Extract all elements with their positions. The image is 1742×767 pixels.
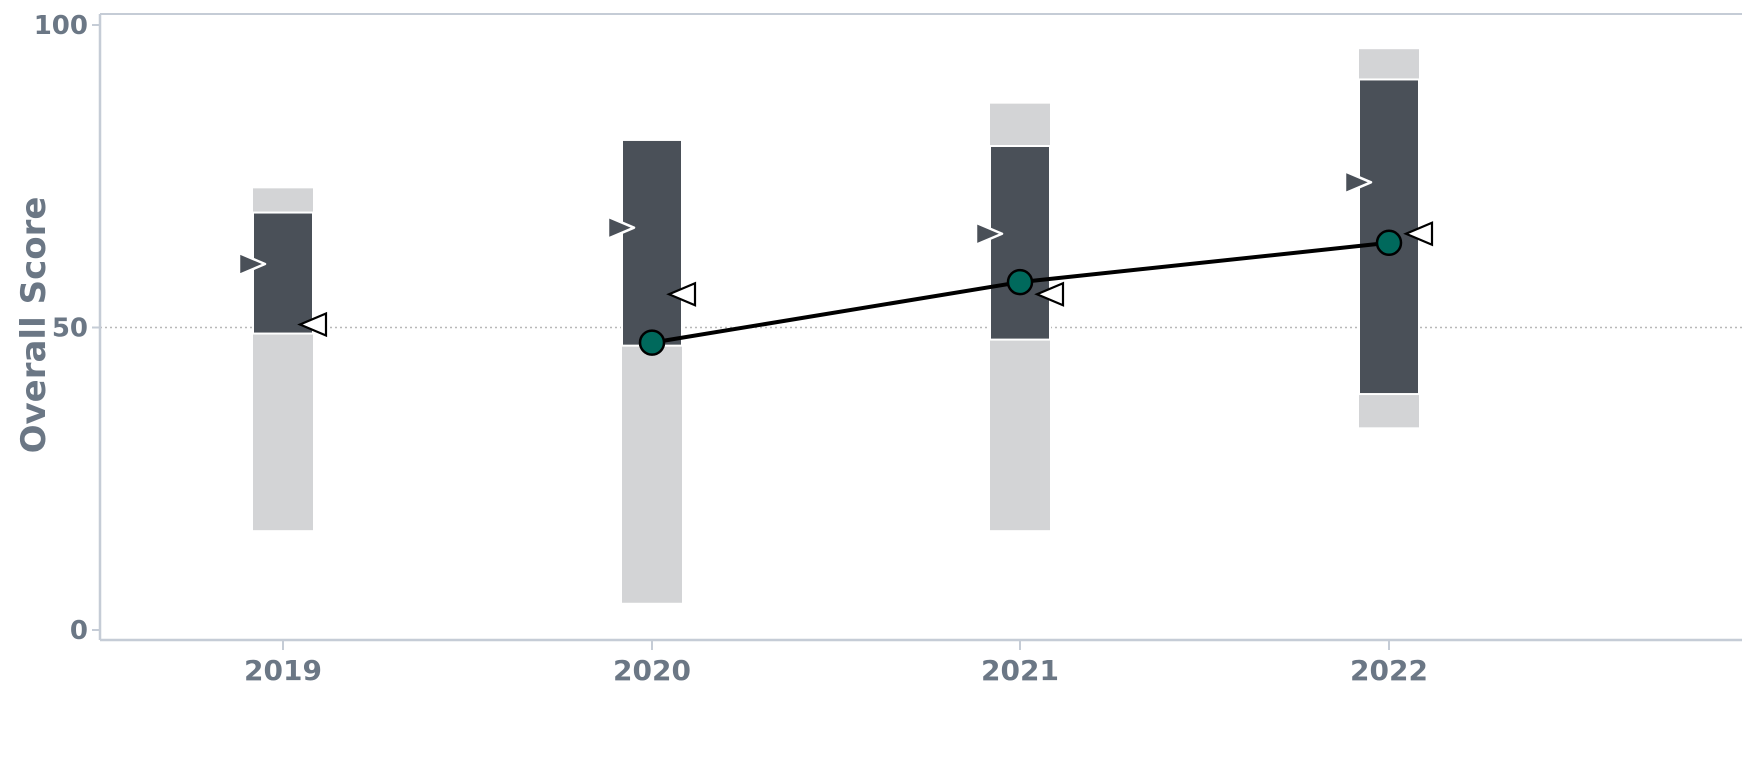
y-tick-label-100: 100 — [34, 11, 88, 41]
y-axis-title: Overall Score — [14, 197, 54, 454]
triangle-marker-layer — [237, 170, 1434, 338]
left-triangle-marker-2019 — [237, 251, 267, 277]
inner-range-bar-2019 — [252, 211, 314, 335]
left-triangle-marker-2022 — [1343, 170, 1373, 195]
right-triangle-marker-2022 — [1403, 221, 1434, 247]
trend-point-2022 — [1375, 229, 1403, 257]
x-tick-label-2021: 2021 — [981, 654, 1059, 687]
inner-range-bar-2020 — [621, 138, 683, 347]
x-tick-label-2019: 2019 — [244, 654, 322, 687]
axis-layer: 0 50 100 2019 2020 2021 2022 — [34, 11, 1742, 687]
inner-range-bar-2021 — [989, 145, 1051, 341]
right-triangle-marker-2020 — [666, 281, 697, 307]
range-band-layer — [252, 49, 1420, 603]
trend-point-2020 — [638, 329, 666, 356]
trend-point-2021 — [1006, 268, 1034, 296]
y-tick-label-0: 0 — [70, 616, 88, 646]
x-tick-label-2020: 2020 — [613, 654, 691, 687]
x-tick-label-2022: 2022 — [1350, 654, 1428, 687]
trend-point-layer — [638, 229, 1403, 356]
right-triangle-marker-2021 — [1034, 281, 1065, 307]
y-tick-label-50: 50 — [52, 314, 88, 344]
right-triangle-marker-2019 — [297, 311, 328, 338]
left-triangle-marker-2021 — [974, 221, 1004, 246]
left-triangle-marker-2020 — [606, 215, 636, 240]
